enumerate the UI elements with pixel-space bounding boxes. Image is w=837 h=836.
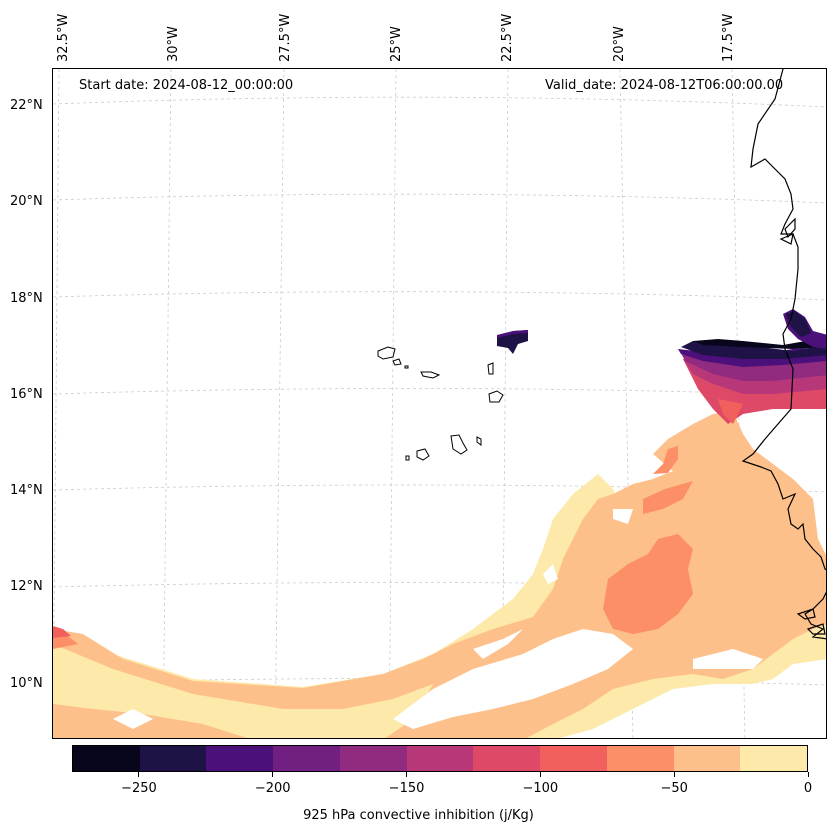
lon-label: 27.5°W: [278, 13, 293, 62]
lon-label: 20°W: [612, 26, 627, 62]
island-santa-luzia: [404, 365, 409, 369]
island-santo-antao: [377, 346, 396, 360]
island-brava: [405, 455, 410, 461]
cin-gap-1: [393, 629, 633, 729]
colorbar-segment: [406, 746, 474, 771]
lat-label: 18°N: [10, 291, 43, 306]
colorbar-tick: [406, 772, 408, 777]
island-sao-nicolau: [420, 371, 441, 379]
lon-label: 25°W: [389, 26, 404, 62]
cin-ne-tip-dark: [786, 311, 811, 337]
cape-verde-islands: [377, 346, 504, 461]
island-boa-vista: [488, 390, 504, 403]
cin-field: [53, 309, 826, 738]
cin-small-patch-top: [497, 330, 528, 338]
cin-contour-25-50: [53, 411, 826, 738]
colorbar-segment: [673, 746, 741, 771]
valid-date-label: Valid_date: 2024-08-12T06:00:00.00: [545, 78, 784, 93]
start-date-label: Start date: 2024-08-12_00:00:00: [79, 78, 294, 93]
cin-contour-75-100-west: [53, 626, 71, 638]
island-sao-vicente: [392, 358, 402, 366]
colorbar-segment: [473, 746, 541, 771]
lon-label: 32.5°W: [56, 13, 71, 62]
island-fogo: [416, 448, 430, 461]
colorbar-tick-label: −250: [121, 781, 157, 796]
lat-label: 10°N: [10, 676, 43, 691]
lat-label: 20°N: [10, 194, 43, 209]
cin-contour-25-50-lower: [53, 704, 247, 738]
colorbar-tick: [539, 772, 541, 777]
colorbar-tick: [138, 772, 140, 777]
lon-label: 22.5°W: [500, 13, 515, 62]
colorbar-segment: [73, 746, 140, 771]
colorbar-tick-label: −200: [254, 781, 291, 796]
map-canvas: [53, 69, 826, 738]
map-panel: [52, 68, 827, 739]
cin-gap-4: [693, 649, 763, 669]
lon-label: 30°W: [166, 26, 181, 62]
island-santiago: [450, 434, 468, 455]
cin-ne-band-black: [693, 337, 826, 349]
cin-gap-3: [473, 629, 523, 659]
cin-ne-band-edge: [718, 399, 743, 424]
colorbar-title: 925 hPa convective inhibition (j/Kg): [303, 808, 534, 823]
cin-gap-5: [113, 709, 153, 729]
colorbar-tick: [807, 772, 809, 777]
africa-coastline: [741, 69, 826, 640]
lat-label: 14°N: [10, 483, 43, 498]
island-maio: [476, 436, 482, 446]
cin-gap-7: [613, 509, 633, 524]
colorbar-tick: [673, 772, 675, 777]
colorbar-segment: [606, 746, 674, 771]
colorbar-segment: [206, 746, 274, 771]
island-sal: [487, 362, 494, 375]
cin-contour-0-25-inner: [53, 644, 433, 738]
colorbar-segment: [540, 746, 607, 771]
colorbar-tick-label: 0: [803, 781, 813, 796]
lat-label: 22°N: [10, 98, 43, 113]
colorbar-segment: [273, 746, 340, 771]
colorbar-tick: [272, 772, 274, 777]
cin-gap-6: [543, 564, 558, 584]
colorbar-segment: [740, 746, 808, 771]
colorbar: [72, 745, 808, 772]
lat-label: 12°N: [10, 579, 43, 594]
cin-contour-50-75: [603, 534, 693, 634]
colorbar-tick-label: −100: [522, 781, 559, 796]
cin-contour-50-75-east: [643, 481, 693, 514]
cin-contour-50-75-north: [653, 446, 678, 474]
lon-label: 17.5°W: [721, 13, 736, 62]
colorbar-segment: [339, 746, 407, 771]
colorbar-tick-label: −150: [388, 781, 425, 796]
colorbar-tick-label: −50: [660, 781, 688, 796]
colorbar-segment: [139, 746, 207, 771]
lat-label: 16°N: [10, 387, 43, 402]
